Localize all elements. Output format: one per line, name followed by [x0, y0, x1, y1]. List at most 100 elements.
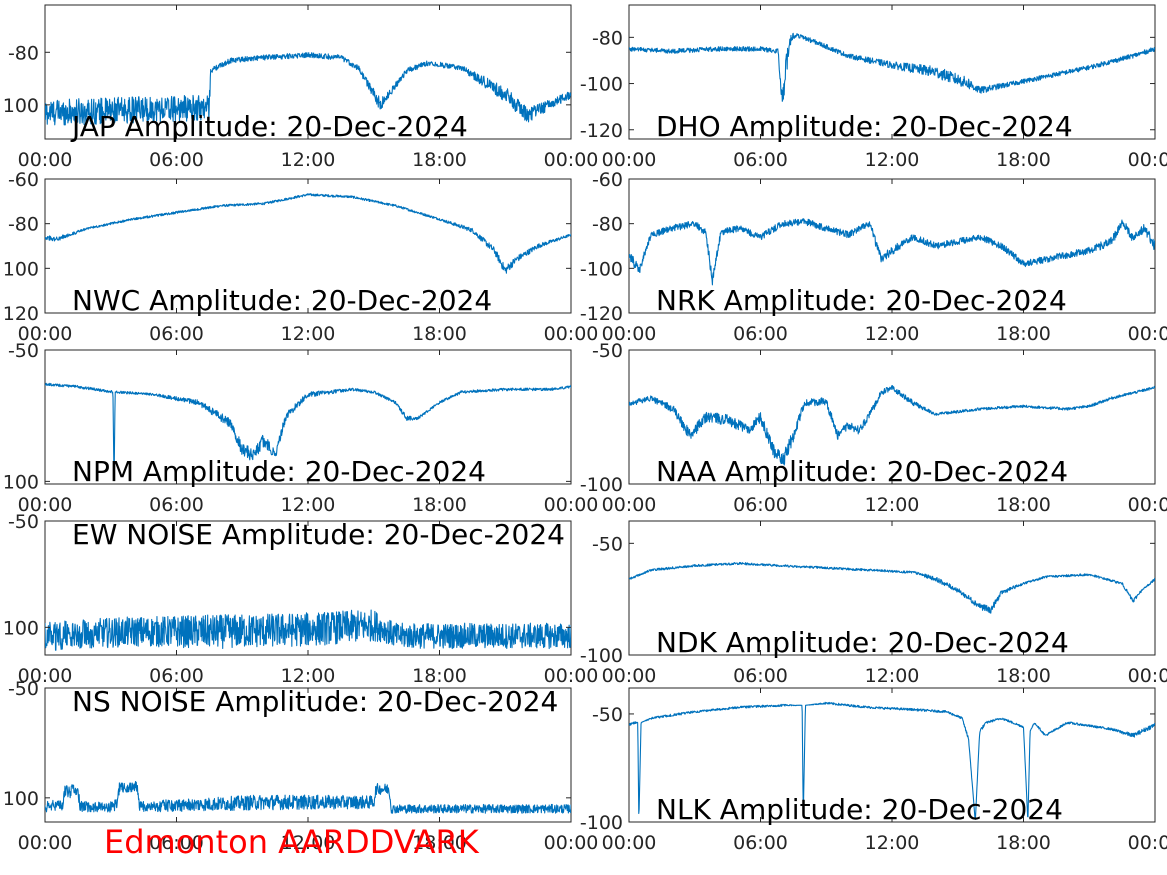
x-tick-label: 00:00: [544, 323, 599, 345]
x-tick-label: 06:00: [149, 494, 204, 516]
y-tick-label: -50: [592, 533, 623, 555]
x-tick-label: 00:00: [18, 149, 73, 171]
amplitude-trace: [629, 384, 1155, 466]
panel-6: 00:00 06:00 12:00 18:00 00:00 -50 -100 NAA Ampl…: [580, 340, 1167, 516]
x-tick-label: 18:00: [412, 665, 467, 687]
y-tick-label: 100: [3, 617, 39, 639]
panel-7: 00:00 06:00 12:00 18:00 00:00 -50 100 EW NOISE …: [3, 511, 599, 687]
y-tick-label: -100: [580, 474, 623, 496]
x-tick-label: 00:00: [18, 323, 73, 345]
x-tick-label: 12:00: [865, 665, 920, 687]
x-tick-label: 00:00: [1128, 832, 1167, 854]
x-tick-label: 06:00: [149, 149, 204, 171]
station-label: Edmonton AARDDVARK: [104, 823, 480, 861]
y-tick-label: -100: [580, 812, 623, 834]
panel-4: 00:00 06:00 12:00 18:00 00:00 -60 -80 -100 -120 N…: [580, 169, 1167, 345]
x-tick-label: 18:00: [996, 665, 1051, 687]
x-tick-label: 18:00: [412, 323, 467, 345]
y-tick-label: -100: [580, 74, 623, 96]
y-tick-label: -60: [592, 169, 623, 191]
x-tick-label: 12:00: [865, 832, 920, 854]
y-tick-label: -50: [8, 340, 39, 362]
panel-2: 00:00 06:00 12:00 18:00 00:00 -80 -100 -120 DHO …: [580, 4, 1167, 171]
x-tick-label: 12:00: [281, 149, 336, 171]
x-tick-label: 12:00: [865, 149, 920, 171]
x-tick-label: 00:00: [1128, 149, 1167, 171]
x-tick-label: 12:00: [865, 494, 920, 516]
y-tick-label: -80: [8, 214, 39, 236]
x-tick-label: 00:00: [544, 832, 599, 854]
x-tick-label: 06:00: [733, 665, 788, 687]
y-tick-label: -50: [8, 678, 39, 700]
panel-title: EW NOISE Amplitude: 20-Dec-2024: [72, 518, 565, 551]
panel-title: NAA Amplitude: 20-Dec-2024: [656, 455, 1068, 488]
panel-grid: 00:00 06:00 12:00 18:00 00:00 -80 100 JAP Ampli…: [3, 4, 1167, 854]
panel-title: NWC Amplitude: 20-Dec-2024: [72, 284, 492, 317]
panel-title: NPM Amplitude: 20-Dec-2024: [72, 455, 486, 488]
x-tick-label: 18:00: [412, 832, 467, 854]
y-tick-label: 100: [3, 95, 39, 117]
amplitude-trace: [629, 218, 1155, 286]
y-tick-label: 120: [3, 303, 39, 325]
x-tick-label: 06:00: [149, 323, 204, 345]
x-tick-label: 06:00: [733, 323, 788, 345]
x-tick-label: 00:00: [1128, 665, 1167, 687]
x-tick-label: 06:00: [733, 149, 788, 171]
amplitude-trace: [629, 701, 1155, 820]
x-tick-label: 00:00: [602, 832, 657, 854]
amplitude-trace: [629, 32, 1155, 102]
panel-1: 00:00 06:00 12:00 18:00 00:00 -80 100 JAP Ampli…: [3, 4, 599, 171]
x-tick-label: 00:00: [602, 494, 657, 516]
y-tick-label: -120: [580, 120, 623, 142]
x-tick-label: 18:00: [996, 832, 1051, 854]
x-tick-label: 06:00: [733, 494, 788, 516]
y-tick-label: -80: [592, 27, 623, 49]
y-tick-label: 100: [3, 788, 39, 810]
x-tick-label: 00:00: [1128, 323, 1167, 345]
y-tick-label: -50: [8, 511, 39, 533]
y-tick-label: -100: [580, 645, 623, 667]
x-tick-label: 12:00: [281, 494, 336, 516]
amplitude-trace: [45, 382, 571, 477]
x-tick-label: 18:00: [996, 494, 1051, 516]
y-tick-label: 100: [3, 471, 39, 493]
panel-8: 00:00 06:00 12:00 18:00 00:00 -50 -100 NDK Ampl…: [580, 520, 1167, 687]
amplitude-trace: [45, 780, 571, 814]
panel-title: NRK Amplitude: 20-Dec-2024: [656, 284, 1067, 317]
plot-frame: [628, 520, 1156, 656]
panel-10: 00:00 06:00 12:00 18:00 00:00 -50 -100 NLK Ampl…: [580, 687, 1167, 854]
y-tick-label: -80: [8, 42, 39, 64]
amplitude-trace: [629, 561, 1155, 614]
x-tick-label: 00:00: [18, 665, 73, 687]
x-tick-label: 00:00: [1128, 494, 1167, 516]
amplitude-trace: [45, 609, 571, 651]
x-tick-label: 06:00: [733, 832, 788, 854]
x-tick-label: 06:00: [149, 665, 204, 687]
x-tick-label: 18:00: [412, 494, 467, 516]
panel-title: DHO Amplitude: 20-Dec-2024: [656, 110, 1073, 143]
x-tick-label: 12:00: [281, 665, 336, 687]
x-tick-label: 00:00: [544, 149, 599, 171]
x-tick-label: 00:00: [602, 665, 657, 687]
amplitude-trace: [45, 52, 571, 126]
x-tick-label: 00:00: [544, 494, 599, 516]
y-tick-label: -50: [592, 340, 623, 362]
x-tick-label: 12:00: [281, 832, 336, 854]
x-tick-label: 12:00: [281, 323, 336, 345]
panel-title: NLK Amplitude: 20-Dec-2024: [656, 793, 1063, 826]
x-tick-label: 18:00: [412, 149, 467, 171]
x-tick-label: 18:00: [996, 149, 1051, 171]
plot-frame: [628, 687, 1156, 823]
x-tick-label: 18:00: [996, 323, 1051, 345]
x-tick-label: 00:00: [18, 494, 73, 516]
panel-5: 00:00 06:00 12:00 18:00 00:00 -50 100 NPM Ampli…: [3, 340, 599, 516]
x-tick-label: 00:00: [602, 323, 657, 345]
plot-frame: [628, 178, 1156, 314]
panel-title: NDK Amplitude: 20-Dec-2024: [656, 626, 1069, 659]
panel-3: 00:00 06:00 12:00 18:00 00:00 -60 -80 100 120 NWC…: [3, 169, 599, 345]
y-tick-label: -100: [580, 258, 623, 280]
y-tick-label: -50: [592, 704, 623, 726]
y-tick-label: -120: [580, 303, 623, 325]
x-tick-label: 06:00: [149, 832, 204, 854]
